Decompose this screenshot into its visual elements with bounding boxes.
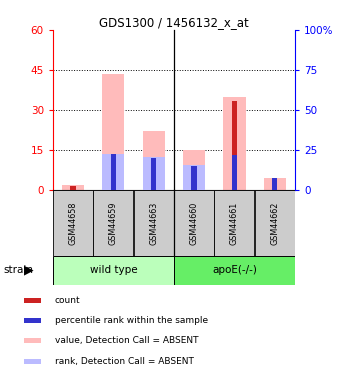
Bar	[183, 150, 205, 190]
Bar	[111, 154, 116, 190]
Bar	[143, 131, 165, 190]
Text: GSM44658: GSM44658	[69, 201, 77, 244]
Text: rank, Detection Call = ABSENT: rank, Detection Call = ABSENT	[55, 357, 193, 366]
Bar	[191, 166, 197, 190]
Bar	[174, 256, 295, 285]
Title: GDS1300 / 1456132_x_at: GDS1300 / 1456132_x_at	[99, 16, 249, 29]
Text: GSM44659: GSM44659	[109, 201, 118, 245]
Bar	[264, 178, 286, 190]
Bar	[24, 338, 41, 343]
Bar	[232, 155, 237, 190]
Text: GSM44662: GSM44662	[270, 201, 279, 244]
Bar	[24, 318, 41, 322]
Bar	[24, 359, 41, 364]
Bar	[272, 178, 278, 190]
Bar	[134, 190, 174, 256]
Bar	[174, 190, 214, 256]
Bar	[232, 101, 237, 190]
Bar	[53, 190, 93, 256]
Bar	[62, 185, 84, 190]
Bar	[272, 181, 278, 190]
Bar	[143, 157, 165, 190]
Text: GSM44663: GSM44663	[149, 201, 158, 244]
Text: wild type: wild type	[90, 266, 137, 275]
Text: ▶: ▶	[24, 264, 34, 277]
Bar	[102, 154, 124, 190]
Bar	[93, 190, 133, 256]
Bar	[70, 186, 76, 190]
Text: count: count	[55, 296, 80, 305]
Text: GSM44660: GSM44660	[190, 201, 198, 244]
Text: percentile rank within the sample: percentile rank within the sample	[55, 316, 208, 325]
Bar	[183, 165, 205, 190]
Bar	[255, 190, 295, 256]
Text: strain: strain	[3, 266, 33, 275]
Text: GSM44661: GSM44661	[230, 201, 239, 244]
Bar	[24, 298, 41, 303]
Bar	[151, 158, 157, 190]
Text: value, Detection Call = ABSENT: value, Detection Call = ABSENT	[55, 336, 198, 345]
Bar	[102, 74, 124, 190]
Bar	[214, 190, 254, 256]
Text: apoE(-/-): apoE(-/-)	[212, 266, 257, 275]
Bar	[53, 256, 174, 285]
Bar	[223, 97, 246, 190]
